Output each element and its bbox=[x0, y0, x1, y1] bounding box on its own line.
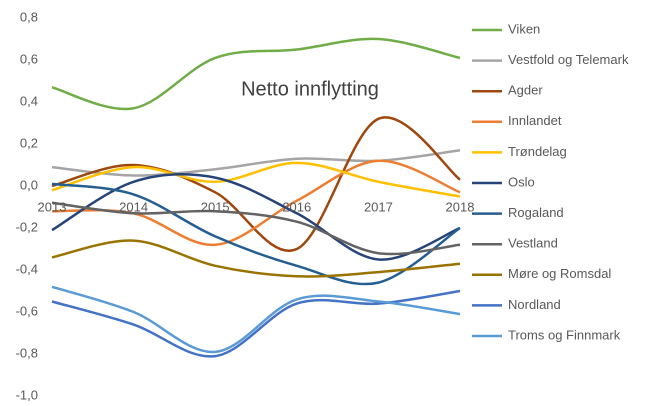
x-tick-label: 2015 bbox=[201, 199, 230, 214]
legend-label: Vestfold og Telemark bbox=[508, 52, 629, 67]
legend-label: Rogaland bbox=[508, 205, 564, 220]
legend-label: Vestland bbox=[508, 236, 558, 251]
x-tick-label: 2014 bbox=[119, 199, 148, 214]
legend-label: Innlandet bbox=[508, 113, 562, 128]
y-tick-label: -1,0 bbox=[16, 387, 38, 402]
legend-label: Oslo bbox=[508, 174, 535, 189]
x-tick-label: 2018 bbox=[446, 199, 475, 214]
y-tick-label: 0,8 bbox=[20, 9, 38, 24]
series-line bbox=[51, 201, 461, 256]
legend-label: Trøndelag bbox=[508, 144, 567, 159]
series-line bbox=[51, 182, 461, 286]
y-tick-label: 0,6 bbox=[20, 51, 38, 66]
legend-label: Troms og Finnmark bbox=[508, 327, 621, 342]
series-line bbox=[51, 285, 461, 354]
x-tick-label: 2016 bbox=[282, 199, 311, 214]
legend-label: Nordland bbox=[508, 297, 561, 312]
series-line bbox=[51, 116, 461, 252]
y-tick-label: 0,4 bbox=[20, 93, 38, 108]
series-line bbox=[51, 37, 461, 111]
chart-title: Netto innflytting bbox=[241, 78, 379, 100]
y-tick-label: -0,8 bbox=[16, 345, 38, 360]
series-line bbox=[51, 161, 461, 198]
series-line bbox=[51, 289, 461, 358]
legend-label: Møre og Romsdal bbox=[508, 266, 611, 281]
y-tick-label: 0,0 bbox=[20, 177, 38, 192]
y-tick-label: -0,4 bbox=[16, 261, 38, 276]
x-tick-label: 2013 bbox=[38, 199, 67, 214]
y-tick-label: 0,2 bbox=[20, 135, 38, 150]
y-tick-label: -0,2 bbox=[16, 219, 38, 234]
series-line bbox=[51, 239, 461, 278]
legend-label: Viken bbox=[508, 21, 540, 36]
y-tick-label: -0,6 bbox=[16, 303, 38, 318]
legend-label: Agder bbox=[508, 83, 543, 98]
series-line bbox=[51, 173, 461, 261]
x-tick-label: 2017 bbox=[364, 199, 393, 214]
